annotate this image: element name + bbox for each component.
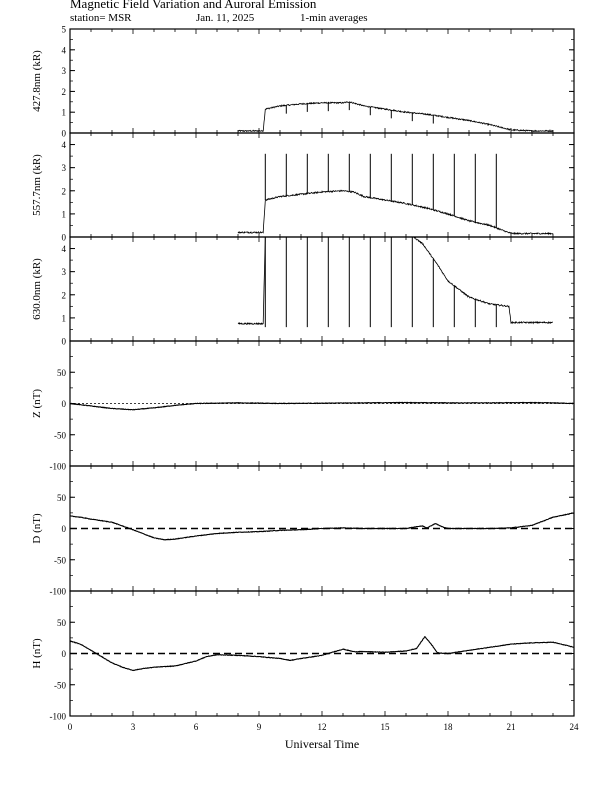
- y-tick-label: 5: [62, 25, 67, 35]
- y-tick-label: 3: [62, 163, 67, 173]
- y-tick-label: -50: [54, 555, 66, 565]
- y-tick-label: 0: [62, 337, 67, 347]
- averaging-label: 1-min averages: [300, 12, 368, 24]
- y-tick-label: 2: [62, 87, 67, 97]
- y-tick-label: 0: [62, 649, 67, 659]
- y-tick-label: 3: [62, 66, 67, 76]
- panel-frame: [69, 28, 575, 134]
- date-label: Jan. 11, 2025: [196, 12, 255, 24]
- data-series-line: [69, 512, 575, 541]
- panel-frame: [69, 132, 575, 238]
- data-series-line: [237, 189, 554, 236]
- x-tick-label: 12: [318, 722, 327, 732]
- x-tick-label: 9: [257, 722, 262, 732]
- x-tick-label: 21: [507, 722, 516, 732]
- panel-frame: [69, 236, 575, 342]
- x-tick-label: 6: [194, 722, 199, 732]
- y-axis-label: 630.0nm (kR): [31, 258, 43, 320]
- data-series-line: [70, 401, 574, 411]
- data-series-line: [237, 101, 554, 133]
- y-tick-label: 0: [62, 233, 67, 243]
- x-axis-label: Universal Time: [285, 737, 359, 751]
- data-series-line: [69, 636, 575, 672]
- x-tick-label: 18: [444, 722, 454, 732]
- y-tick-label: 3: [62, 267, 67, 277]
- y-tick-label: 50: [57, 368, 67, 378]
- y-axis-label: H (nT): [31, 638, 43, 669]
- y-tick-label: 4: [62, 140, 67, 150]
- panel-mag-h: -100 -50 0 50 H (nT): [31, 590, 575, 722]
- y-tick-label: 1: [62, 108, 67, 118]
- y-tick-label: 1: [62, 313, 67, 323]
- y-tick-label: 4: [62, 244, 67, 254]
- y-tick-label: 2: [62, 290, 67, 300]
- y-axis-label: 427.8nm (kR): [31, 50, 43, 112]
- panel-frame: [69, 590, 575, 717]
- y-tick-label: -50: [54, 680, 66, 690]
- panel-mag-z: -100 -50 0 50 Z (nT): [31, 340, 575, 472]
- panel-emission-6300: 0 1 2 3 4 630.0nm (kR): [31, 236, 575, 347]
- y-tick-label: 4: [62, 45, 67, 55]
- y-tick-label: 0: [62, 399, 67, 409]
- y-tick-label: 1: [62, 209, 67, 219]
- x-tick-label: 0: [68, 722, 73, 732]
- y-tick-label: 50: [57, 618, 67, 628]
- panel-emission-5577: 0 1 2 3 4 557.7nm (kR): [31, 132, 575, 243]
- x-tick-label: 15: [381, 722, 391, 732]
- y-tick-label: -100: [50, 587, 67, 597]
- y-tick-label: 0: [62, 129, 67, 139]
- station-label: station= MSR: [70, 12, 132, 24]
- x-tick-label: 24: [570, 722, 580, 732]
- data-series-line: [237, 236, 553, 326]
- y-tick-label: -100: [50, 462, 67, 472]
- panel-emission-4278: 0 1 2 3 4 5 427.8nm (kR): [31, 25, 575, 139]
- y-tick-label: -100: [50, 712, 67, 722]
- y-axis-label: 557.7nm (kR): [31, 154, 43, 216]
- y-tick-label: 50: [57, 493, 67, 503]
- y-tick-label: 2: [62, 186, 67, 196]
- y-axis-label: Z (nT): [31, 389, 43, 418]
- y-axis-label: D (nT): [31, 513, 43, 544]
- chart-title: Magnetic Field Variation and Auroral Emi…: [70, 0, 317, 11]
- x-tick-label: 3: [131, 722, 136, 732]
- panel-mag-d: -100 -50 0 50 D (nT): [31, 465, 575, 597]
- y-tick-label: 0: [62, 524, 67, 534]
- y-tick-label: -50: [54, 430, 66, 440]
